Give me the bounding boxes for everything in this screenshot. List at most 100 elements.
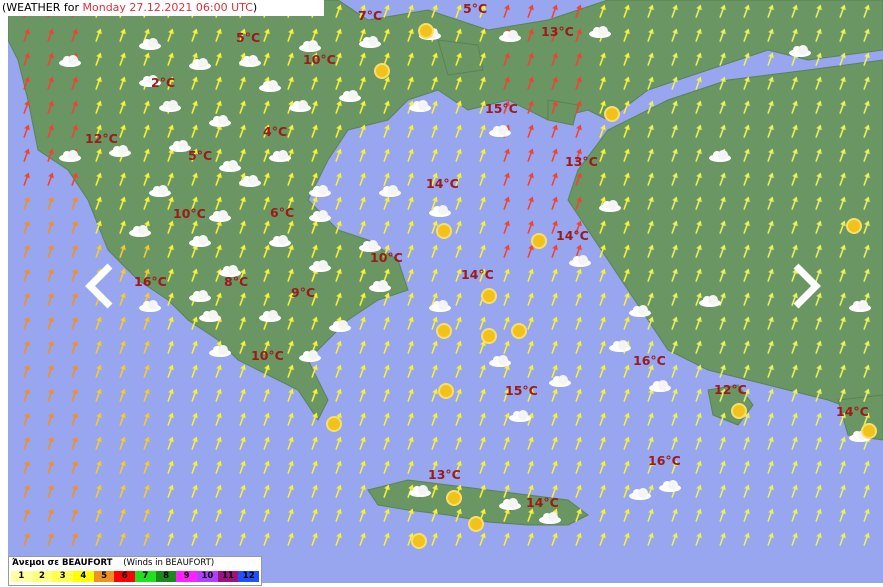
wind-arrow-icon	[359, 124, 366, 138]
wind-arrow-icon	[311, 412, 318, 426]
wind-arrow-icon	[167, 340, 174, 354]
wind-arrow-icon	[743, 148, 750, 162]
cloud-icon	[199, 310, 221, 322]
wind-arrow-icon	[167, 268, 174, 282]
temperature-label: 10°C	[173, 206, 206, 221]
header-suffix: )	[252, 1, 258, 14]
wind-arrow-icon	[167, 172, 174, 186]
wind-arrow-icon	[431, 316, 438, 330]
wind-arrow-icon	[503, 172, 510, 186]
temperature-label: 4°C	[263, 124, 288, 139]
forecast-date: Monday 27.12.2021 06:00 UTC	[82, 1, 253, 14]
wind-arrow-icon	[479, 244, 486, 258]
sun-icon	[413, 535, 425, 547]
wind-arrow-icon	[551, 340, 558, 354]
previous-button[interactable]	[82, 262, 118, 310]
wind-arrow-icon	[815, 100, 822, 114]
wind-arrow-icon	[407, 244, 414, 258]
wind-arrow-icon	[719, 244, 726, 258]
wind-arrow-icon	[815, 124, 822, 138]
wind-arrow-icon	[119, 100, 126, 114]
wind-arrow-icon	[23, 364, 30, 378]
beaufort-level-4: 4	[73, 571, 94, 582]
wind-arrow-icon	[119, 244, 126, 258]
wind-arrow-icon	[143, 484, 150, 498]
wind-arrow-icon	[287, 364, 294, 378]
wind-arrow-icon	[863, 244, 870, 258]
wind-arrow-icon	[647, 220, 654, 234]
wind-arrow-icon	[791, 316, 798, 330]
wind-arrow-icon	[119, 412, 126, 426]
wind-arrow-icon	[455, 340, 462, 354]
wind-arrow-icon	[743, 172, 750, 186]
wind-arrow-icon	[191, 28, 198, 42]
wind-arrow-icon	[575, 340, 582, 354]
wind-arrow-icon	[191, 76, 198, 90]
wind-arrow-icon	[455, 388, 462, 402]
temperature-label: 12°C	[85, 131, 118, 146]
wind-arrow-icon	[647, 52, 654, 66]
wind-arrow-icon	[383, 100, 390, 114]
wind-arrow-icon	[191, 124, 198, 138]
wind-arrow-icon	[359, 316, 366, 330]
wind-arrow-icon	[815, 316, 822, 330]
wind-arrow-icon	[191, 268, 198, 282]
next-button[interactable]	[788, 262, 824, 310]
wind-arrow-icon	[791, 100, 798, 114]
wind-arrow-icon	[599, 388, 606, 402]
wind-arrow-icon	[263, 28, 270, 42]
weather-map[interactable]: 7°C 5°C 5°C 13°C 10°C 2°C 15°C 4°C 12°C 5°C 13°C 14…	[8, 0, 883, 583]
temperature-label: 2°C	[151, 75, 176, 90]
cloud-icon	[269, 235, 291, 247]
wind-arrow-icon	[551, 292, 558, 306]
beaufort-level-11: 11	[217, 571, 239, 582]
wind-arrow-icon	[551, 532, 558, 546]
wind-arrow-icon	[671, 100, 678, 114]
wind-arrow-icon	[839, 412, 846, 426]
wind-arrow-icon	[263, 172, 270, 186]
wind-arrow-icon	[47, 220, 54, 234]
wind-arrow-icon	[671, 76, 678, 90]
wind-arrow-icon	[623, 244, 630, 258]
sun-icon	[328, 418, 340, 430]
wind-arrow-icon	[47, 100, 54, 114]
wind-arrow-icon	[815, 28, 822, 42]
wind-arrow-icon	[719, 220, 726, 234]
wind-arrow-icon	[239, 412, 246, 426]
wind-arrow-icon	[815, 292, 822, 306]
temperature-label: 13°C	[565, 154, 598, 169]
wind-arrow-icon	[455, 4, 462, 18]
wind-arrow-icon	[671, 460, 678, 474]
wind-arrow-icon	[95, 220, 102, 234]
wind-arrow-icon	[359, 508, 366, 522]
wind-arrow-icon	[95, 124, 102, 138]
wind-arrow-icon	[455, 316, 462, 330]
wind-arrow-icon	[431, 220, 438, 234]
wind-arrow-icon	[695, 436, 702, 450]
wind-arrow-icon	[767, 388, 774, 402]
wind-arrow-icon	[575, 532, 582, 546]
wind-arrow-icon	[767, 244, 774, 258]
wind-arrow-icon	[167, 220, 174, 234]
wind-arrow-icon	[863, 388, 870, 402]
wind-arrow-icon	[431, 508, 438, 522]
wind-arrow-icon	[311, 220, 318, 234]
wind-arrow-icon	[575, 52, 582, 66]
wind-arrow-icon	[839, 28, 846, 42]
wind-arrow-icon	[479, 484, 486, 498]
wind-arrow-icon	[695, 76, 702, 90]
wind-arrow-icon	[215, 76, 222, 90]
wind-arrow-icon	[71, 460, 78, 474]
wind-arrow-icon	[743, 412, 750, 426]
wind-arrow-icon	[479, 532, 486, 546]
wind-arrow-icon	[431, 460, 438, 474]
wind-arrow-icon	[791, 292, 798, 306]
wind-arrow-icon	[791, 412, 798, 426]
wind-arrow-icon	[359, 436, 366, 450]
wind-arrow-icon	[815, 364, 822, 378]
wind-arrow-icon	[455, 28, 462, 42]
cloud-icon	[59, 150, 81, 162]
wind-arrow-icon	[815, 436, 822, 450]
cloud-icon	[409, 485, 431, 497]
wind-arrow-icon	[23, 412, 30, 426]
